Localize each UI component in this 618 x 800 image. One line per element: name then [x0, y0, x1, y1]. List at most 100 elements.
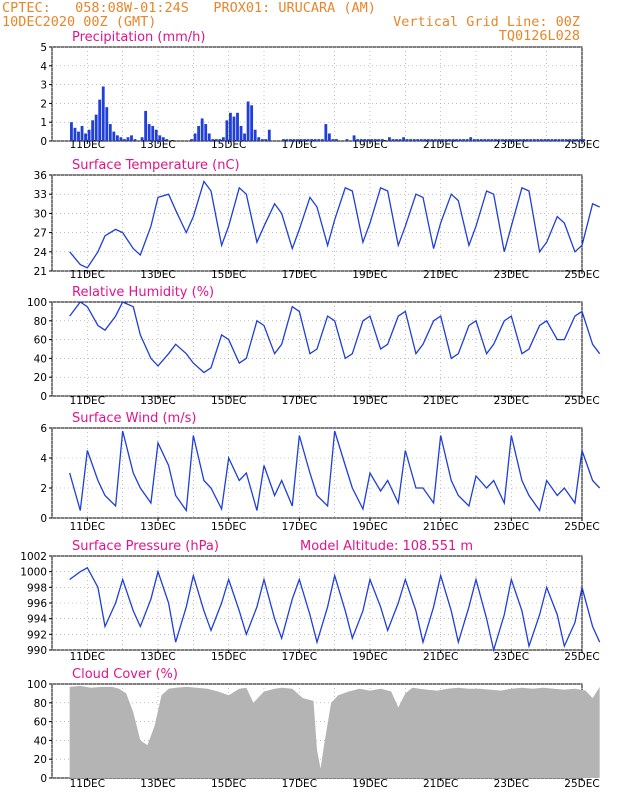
- panel-5: 0 20 40 60 80 100 11DEC 13DEC 15DEC 17DEC 19DEC 21D…: [27, 667, 600, 790]
- precip-bar: [218, 139, 222, 141]
- precip-bar: [543, 139, 547, 141]
- precip-bar: [190, 139, 193, 141]
- y-tick-label: 27: [34, 228, 47, 240]
- y-tick-label: 21: [34, 266, 47, 278]
- precip-bar: [494, 139, 497, 141]
- precip-bar: [441, 139, 444, 141]
- y-tick-label: 2: [40, 98, 47, 110]
- precip-bar: [536, 139, 540, 141]
- x-tick-label: 21DEC: [423, 651, 458, 663]
- panel-4: 990 992 994 996 998 1000 1002 11DEC 13DEC 15DEC 17…: [20, 539, 601, 663]
- precip-bar: [91, 120, 95, 141]
- y-tick-label: 0: [40, 136, 47, 148]
- y-tick-label: 4: [40, 453, 47, 465]
- y-tick-label: 6: [40, 423, 47, 435]
- x-tick-label: 13DEC: [140, 778, 175, 790]
- panel-annotation: Model Altitude: 108.551 m: [300, 539, 473, 554]
- precip-bar: [130, 135, 133, 141]
- y-tick-label: 80: [34, 698, 47, 710]
- precip-bar: [94, 114, 98, 141]
- x-tick-label: 11DEC: [70, 651, 105, 663]
- x-tick-label: 25DEC: [564, 139, 599, 151]
- y-tick-label: 1000: [20, 567, 47, 579]
- series-line: [69, 179, 600, 269]
- x-tick-label: 21DEC: [423, 395, 458, 407]
- precip-bar: [105, 107, 109, 141]
- precip-bar: [426, 139, 430, 141]
- precip-bar: [472, 139, 476, 141]
- precip-bar: [539, 139, 543, 141]
- x-tick-label: 15DEC: [211, 139, 246, 151]
- precip-bar: [388, 137, 391, 141]
- y-tick-label: 998: [27, 582, 47, 594]
- y-tick-label: 2: [40, 483, 47, 495]
- x-tick-label: 19DEC: [352, 778, 387, 790]
- x-tick-label: 19DEC: [352, 269, 387, 281]
- y-tick-label: 20: [34, 372, 47, 384]
- precip-bar: [345, 139, 349, 141]
- x-tick-label: 11DEC: [70, 778, 105, 790]
- y-tick-label: 1: [40, 117, 47, 129]
- y-tick-label: 24: [34, 247, 48, 259]
- precip-bar: [416, 139, 420, 141]
- precip-bar: [462, 139, 466, 141]
- y-tick-label: 0: [40, 391, 47, 403]
- precip-bar: [437, 139, 441, 141]
- panel-title: Cloud Cover (%): [72, 667, 178, 682]
- precip-bar: [193, 133, 197, 141]
- y-tick-label: 992: [27, 629, 47, 641]
- x-tick-label: 23DEC: [494, 521, 529, 533]
- precip-bar: [84, 133, 87, 141]
- precip-bar: [267, 129, 271, 141]
- precip-bar: [373, 139, 377, 141]
- precip-bar: [292, 139, 296, 141]
- precip-bar: [225, 120, 229, 141]
- x-tick-label: 21DEC: [423, 778, 458, 790]
- cloud-area: [69, 685, 600, 778]
- y-tick-label: 40: [34, 353, 47, 365]
- precip-bar: [207, 133, 211, 141]
- y-tick-label: 990: [27, 645, 47, 657]
- precip-bar: [151, 125, 155, 141]
- panel-frame: [51, 427, 583, 519]
- panel-title: Precipitation (mm/h): [72, 30, 205, 45]
- panel-2: 0 20 40 60 80 100 11DEC 13DEC 15DEC 17DEC 19DEC 21D…: [27, 285, 601, 407]
- x-tick-label: 17DEC: [282, 269, 317, 281]
- precip-bar: [303, 139, 307, 141]
- precip-bar: [370, 139, 374, 141]
- x-tick-label: 19DEC: [352, 651, 387, 663]
- x-tick-label: 15DEC: [211, 269, 246, 281]
- precip-bar: [154, 129, 158, 141]
- precip-bar: [465, 139, 469, 141]
- precip-bar: [476, 139, 480, 141]
- precip-bar: [568, 139, 572, 141]
- precip-bar: [239, 125, 243, 141]
- precip-bar: [455, 139, 458, 141]
- precip-bar: [518, 139, 522, 141]
- x-tick-label: 17DEC: [282, 778, 317, 790]
- x-tick-label: 15DEC: [211, 778, 246, 790]
- precip-bar: [402, 137, 405, 141]
- precip-bar: [479, 139, 483, 141]
- precip-bar: [363, 139, 367, 141]
- precip-bar: [98, 99, 102, 141]
- precip-bar: [260, 139, 264, 141]
- x-tick-label: 13DEC: [140, 269, 175, 281]
- x-tick-label: 15DEC: [211, 395, 246, 407]
- precip-bar: [486, 139, 490, 141]
- y-tick-label: 4: [40, 61, 47, 73]
- precip-bar: [359, 139, 363, 141]
- precip-bar: [571, 139, 575, 141]
- precip-bar: [515, 139, 519, 141]
- precip-bar: [508, 139, 511, 141]
- panel-0: 0 1 2 3 4 5 11DEC 13DEC 15DEC 17DEC 19DEC 21DEC 23DE…: [40, 30, 599, 151]
- panel-title: Relative Humidity (%): [72, 285, 214, 300]
- header-date: 10DEC2020 00Z (GMT): [2, 14, 157, 30]
- precip-bar: [158, 135, 162, 141]
- precip-bar: [395, 139, 398, 141]
- precip-bar: [331, 139, 335, 141]
- precip-bar: [306, 139, 310, 141]
- precip-bar: [296, 139, 299, 141]
- y-tick-label: 996: [27, 598, 47, 610]
- y-tick-label: 0: [40, 773, 47, 785]
